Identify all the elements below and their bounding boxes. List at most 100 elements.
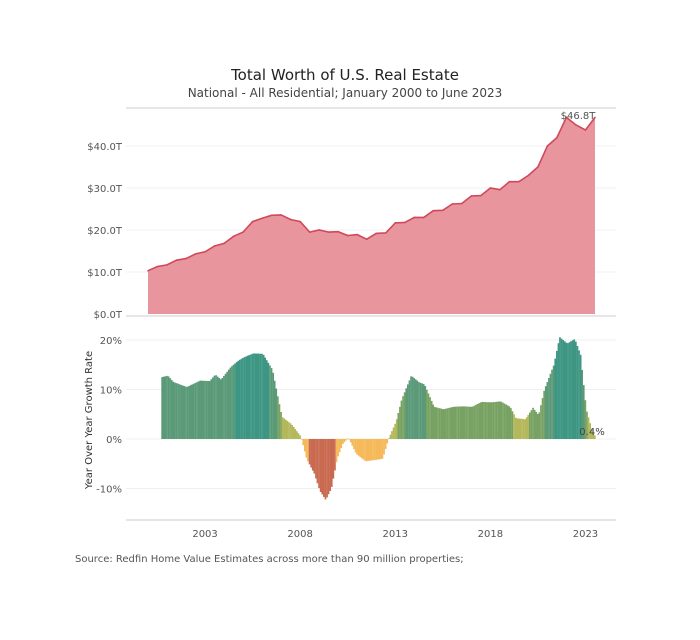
- growth-bar: [231, 366, 233, 439]
- data-point: [384, 232, 387, 234]
- growth-bar: [408, 380, 411, 439]
- growth-bar: [556, 350, 558, 439]
- growth-bar: [210, 379, 213, 439]
- growth-bar: [204, 380, 206, 439]
- growth-bar: [459, 406, 461, 439]
- growth-bar: [403, 392, 406, 439]
- data-point: [422, 216, 425, 219]
- growth-bar: [286, 420, 289, 439]
- growth-bar: [261, 353, 263, 439]
- growth-bar: [296, 431, 298, 439]
- growth-bar: [297, 433, 300, 439]
- latest-annotation: 0.4%: [579, 427, 604, 438]
- growth-bar: [559, 337, 561, 439]
- growth-bar: [284, 419, 287, 439]
- growth-bar: [278, 404, 281, 439]
- growth-bar: [433, 407, 436, 439]
- growth-bar: [337, 439, 339, 457]
- growth-bar: [594, 435, 596, 439]
- growth-bar: [326, 439, 328, 498]
- growth-bar: [365, 439, 368, 462]
- growth-bar: [245, 356, 247, 439]
- growth-bar: [418, 382, 420, 439]
- growth-bar: [277, 396, 279, 439]
- growth-bar: [579, 354, 582, 439]
- data-point: [394, 222, 397, 224]
- growth-bar: [516, 418, 519, 439]
- growth-bar: [180, 384, 182, 439]
- growth-bar: [589, 423, 591, 439]
- data-point: [299, 220, 301, 223]
- growth-bar: [506, 405, 509, 439]
- growth-bar: [500, 401, 503, 439]
- growth-bar: [386, 439, 389, 444]
- growth-bar: [197, 381, 200, 439]
- data-point: [442, 209, 444, 212]
- growth-bar: [517, 418, 520, 439]
- growth-bar: [456, 406, 458, 439]
- data-point: [308, 231, 311, 233]
- growth-bar: [454, 406, 457, 439]
- growth-bar: [537, 414, 539, 439]
- growth-bar: [513, 414, 515, 439]
- growth-bar: [246, 355, 249, 439]
- y-axis-title: Year Over Year Growth Rate: [84, 351, 95, 490]
- growth-bar: [259, 353, 262, 439]
- growth-bar: [213, 375, 216, 439]
- growth-bar: [481, 401, 484, 439]
- data-point: [204, 251, 206, 253]
- data-point: [537, 166, 539, 168]
- growth-bar: [269, 365, 271, 439]
- growth-bar: [560, 338, 563, 439]
- data-point: [346, 234, 349, 237]
- growth-bar: [310, 439, 312, 468]
- growth-bar: [465, 406, 468, 439]
- growth-bar: [321, 439, 324, 495]
- growth-bar: [432, 404, 434, 439]
- growth-bar: [216, 376, 219, 439]
- growth-bar: [304, 439, 306, 452]
- growth-bar: [313, 439, 316, 474]
- growth-bar: [438, 408, 441, 439]
- growth-bar: [220, 379, 222, 439]
- x-tick-label: 2003: [192, 529, 217, 540]
- growth-bar: [335, 439, 338, 463]
- value-line: [147, 116, 596, 272]
- growth-bar: [361, 439, 363, 459]
- growth-bar: [524, 419, 526, 439]
- data-point: [413, 216, 416, 219]
- growth-bar: [430, 400, 433, 439]
- growth-bar: [200, 380, 203, 439]
- growth-bar: [435, 407, 438, 439]
- source-note: Source: Redfin Home Value Estimates acro…: [75, 554, 464, 565]
- growth-bar: [533, 409, 536, 439]
- growth-bar: [170, 379, 173, 439]
- growth-bar: [483, 402, 485, 439]
- growth-bar: [169, 378, 171, 439]
- growth-bar: [468, 406, 471, 439]
- growth-bar: [250, 354, 252, 439]
- data-point: [499, 188, 501, 191]
- growth-bar: [323, 439, 325, 497]
- growth-bar: [299, 435, 301, 439]
- growth-bar: [229, 367, 232, 439]
- growth-bar: [551, 369, 553, 439]
- growth-bar: [183, 386, 186, 439]
- data-point: [375, 232, 378, 235]
- growth-bar: [584, 400, 587, 439]
- data-point: [270, 214, 273, 217]
- data-point: [261, 217, 263, 220]
- growth-bar: [375, 439, 377, 460]
- data-point: [147, 269, 149, 272]
- growth-bar: [426, 389, 428, 439]
- data-point: [213, 245, 216, 247]
- y-tick-label: 20%: [100, 336, 122, 347]
- growth-bar: [405, 388, 408, 439]
- y-tick-label: -10%: [96, 485, 122, 496]
- growth-bar: [543, 390, 545, 439]
- value-area: [148, 117, 595, 315]
- growth-bar: [199, 380, 202, 439]
- growth-bar: [202, 380, 205, 439]
- growth-bar: [172, 381, 175, 439]
- growth-bar: [575, 341, 577, 439]
